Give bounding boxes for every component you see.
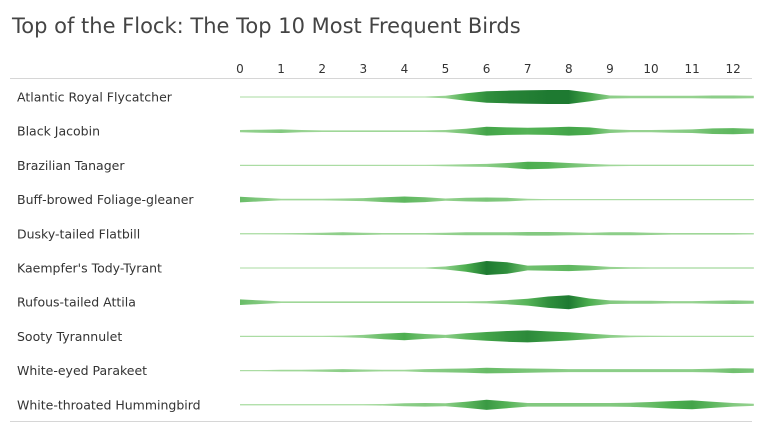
x-tick-label: 1 [277, 62, 285, 76]
chart-row: Brazilian Tanager [17, 158, 754, 173]
chart-row: Kaempfer's Tody-Tyrant [17, 261, 754, 276]
violin-shape [240, 367, 754, 374]
chart-row: Sooty Tyrannulet [17, 329, 754, 344]
x-axis-ticks: 0 1 2 3 4 5 6 7 8 9 10 11 12 [236, 62, 741, 76]
violin-shape [240, 295, 754, 310]
x-tick-label: 0 [236, 62, 244, 76]
violin-shape [240, 161, 754, 170]
x-tick-label: 3 [359, 62, 367, 76]
chart-row: Atlantic Royal Flycatcher [17, 90, 754, 105]
violin-shape [240, 330, 754, 343]
violin-shape [240, 90, 754, 104]
row-label: Buff-browed Foliage-gleaner [17, 192, 194, 207]
x-tick-label: 8 [565, 62, 573, 76]
footer-divider [10, 421, 752, 422]
row-label: Atlantic Royal Flycatcher [17, 90, 173, 105]
row-label: Brazilian Tanager [17, 158, 125, 173]
header-divider [10, 78, 752, 79]
row-label: Rufous-tailed Attila [17, 295, 136, 310]
row-label: White-eyed Parakeet [17, 363, 147, 378]
chart-row: Dusky-tailed Flatbill [17, 226, 754, 241]
row-label: White-throated Hummingbird [17, 397, 201, 412]
row-label: Black Jacobin [17, 124, 100, 139]
row-label: Kaempfer's Tody-Tyrant [17, 261, 162, 276]
violin-shape [240, 399, 754, 410]
x-tick-label: 2 [318, 62, 326, 76]
violin-shape [240, 261, 754, 275]
chart-row: Black Jacobin [17, 124, 754, 139]
chart-row: Rufous-tailed Attila [17, 295, 754, 310]
x-tick-label: 6 [483, 62, 491, 76]
violin-shape [240, 196, 754, 203]
chart-rows: Atlantic Royal Flycatcher Black Jacobin Br… [17, 90, 754, 412]
chart-row: Buff-browed Foliage-gleaner [17, 192, 754, 207]
chart-row: White-throated Hummingbird [17, 397, 754, 412]
x-tick-label: 5 [442, 62, 450, 76]
violin-shape [240, 126, 754, 136]
x-tick-label: 10 [643, 62, 658, 76]
x-tick-label: 4 [401, 62, 409, 76]
chart-row: White-eyed Parakeet [17, 363, 754, 378]
row-label: Sooty Tyrannulet [17, 329, 122, 344]
x-tick-label: 12 [726, 62, 741, 76]
x-tick-label: 9 [606, 62, 614, 76]
chart-title: Top of the Flock: The Top 10 Most Freque… [12, 14, 521, 38]
x-tick-label: 7 [524, 62, 532, 76]
violin-shape [240, 232, 754, 236]
row-label: Dusky-tailed Flatbill [17, 226, 140, 241]
x-tick-label: 11 [684, 62, 699, 76]
